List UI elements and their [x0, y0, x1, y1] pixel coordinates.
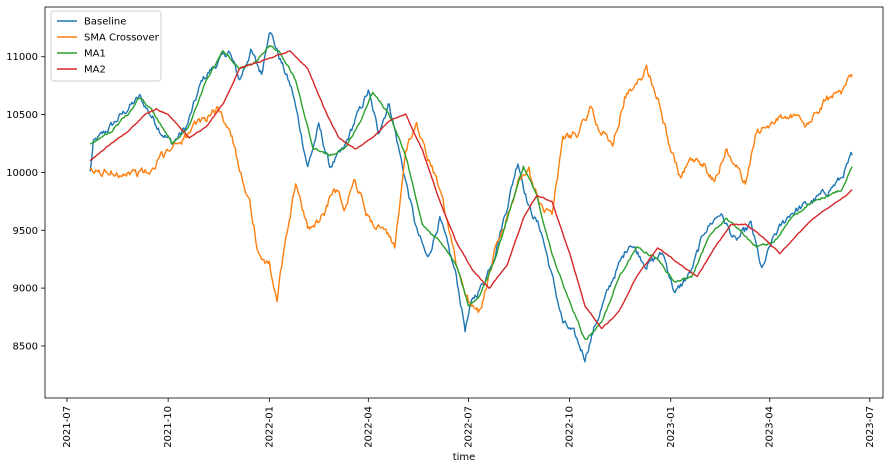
series-line-sma-crossover [89, 64, 853, 314]
series-line-ma1 [89, 45, 853, 341]
legend-label: MA2 [84, 65, 106, 76]
y-axis: 8500 9000 9500 10000 10500 11000 [6, 52, 45, 352]
x-tick-label: 2022-04 [363, 406, 374, 448]
x-axis: 2021-07 2021-10 2022-01 2022-04 2022-07 2022-… [62, 398, 876, 448]
y-tick-label: 9000 [13, 284, 38, 295]
y-tick-label: 11000 [6, 52, 38, 63]
x-tick-label: 2021-07 [62, 406, 73, 448]
x-tick-label: 2023-04 [765, 406, 776, 448]
x-tick-label: 2022-07 [463, 406, 474, 448]
y-tick-label: 9500 [13, 226, 38, 237]
y-tick-label: 8500 [13, 341, 38, 352]
y-tick-label: 10500 [6, 110, 38, 121]
legend-label: SMA Crossover [84, 33, 160, 44]
series-line-baseline [89, 31, 853, 363]
legend-label: Baseline [84, 17, 126, 28]
legend-box [50, 10, 162, 82]
legend-label: MA1 [84, 49, 106, 60]
y-tick-label: 10000 [6, 168, 38, 179]
series-line-ma2 [89, 50, 853, 330]
x-tick-label: 2022-01 [264, 406, 275, 448]
plot-frame [44, 6, 884, 399]
x-tick-label: 2021-10 [163, 406, 174, 448]
x-tick-label: 2023-07 [865, 406, 876, 448]
x-axis-title: time [453, 452, 476, 463]
series-layer [89, 31, 853, 363]
legend: Baseline SMA Crossover MA1 MA2 [50, 10, 162, 82]
x-tick-label: 2022-10 [565, 406, 576, 448]
x-tick-label: 2023-01 [666, 406, 677, 448]
